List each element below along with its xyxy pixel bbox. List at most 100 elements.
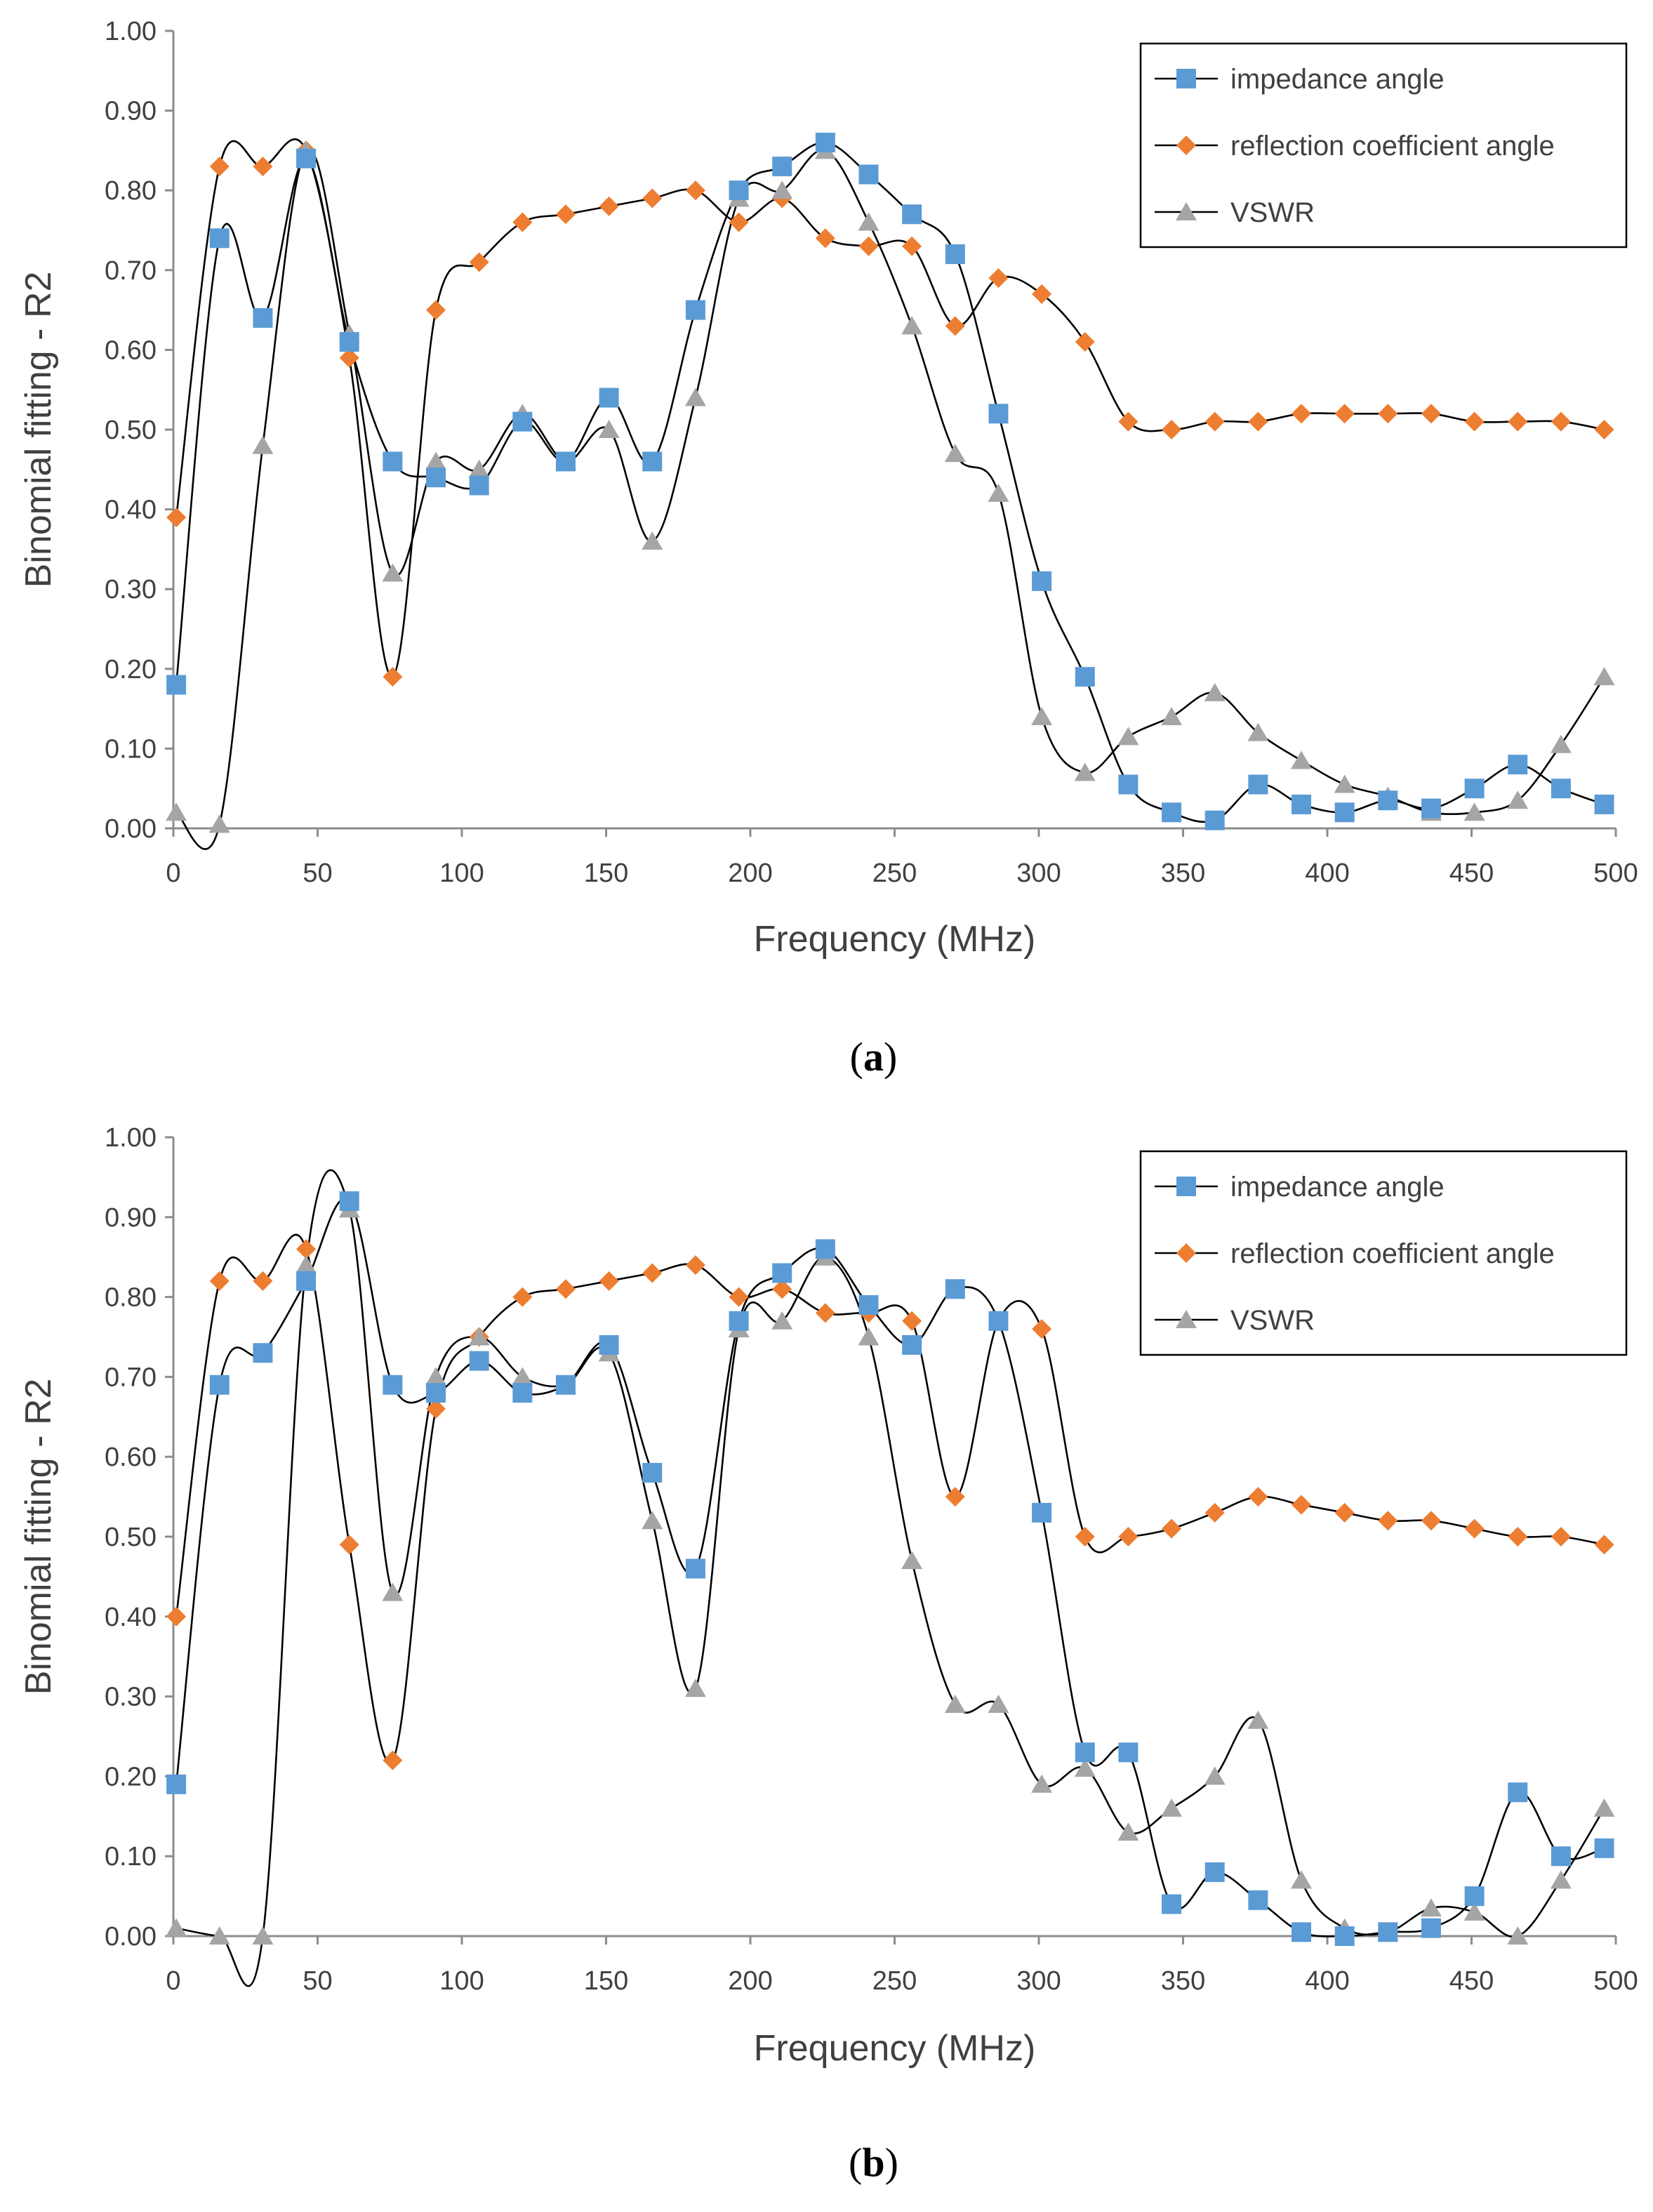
data-point <box>772 1263 792 1283</box>
legend-marker <box>1176 1177 1196 1196</box>
x-tick-label: 300 <box>1016 859 1061 888</box>
x-tick-label: 50 <box>303 1966 332 1996</box>
data-point <box>469 252 489 272</box>
data-point <box>1032 1319 1052 1339</box>
data-point <box>902 236 922 256</box>
legend-marker <box>1176 1243 1196 1263</box>
data-point <box>512 411 533 432</box>
data-point <box>1075 667 1095 687</box>
data-point <box>1247 1710 1269 1729</box>
data-point <box>988 483 1009 502</box>
panel-caption: (b) <box>849 2140 898 2185</box>
data-point <box>1291 750 1313 769</box>
y-tick-label: 0.40 <box>105 1603 157 1632</box>
x-tick-label: 350 <box>1161 1966 1205 1996</box>
data-point <box>1508 1527 1528 1547</box>
data-point <box>729 1287 749 1307</box>
data-point <box>1463 1902 1485 1921</box>
data-point <box>208 1926 230 1945</box>
data-point <box>902 1311 922 1331</box>
x-tick-label: 150 <box>584 1966 628 1996</box>
chart-panel-a: 0.00 0.10 0.20 0.30 0.40 0.50 0.60 0.70 0.80 0.90… <box>18 17 1638 1080</box>
data-point <box>815 1303 835 1323</box>
data-point <box>166 1774 187 1794</box>
data-point <box>1550 1870 1572 1889</box>
data-point <box>944 444 966 463</box>
data-point <box>1118 1527 1138 1547</box>
data-point <box>1421 1918 1441 1938</box>
legend-box <box>1139 1150 1628 1356</box>
data-point <box>642 1511 663 1530</box>
data-point <box>772 1279 792 1299</box>
data-point <box>1248 1487 1268 1507</box>
legend-box <box>1139 42 1628 249</box>
data-point <box>1594 794 1614 814</box>
data-point <box>1292 1495 1312 1515</box>
x-tick-label: 450 <box>1449 859 1494 888</box>
data-point <box>1032 1502 1052 1523</box>
data-point <box>1464 1518 1485 1539</box>
data-point <box>296 148 317 168</box>
data-point <box>209 1271 230 1291</box>
data-point <box>599 196 619 216</box>
y-tick-label: 0.80 <box>105 176 157 206</box>
data-point <box>166 802 187 821</box>
data-point <box>166 1606 187 1627</box>
data-point <box>1074 1759 1096 1777</box>
legend: impedance angle reflection coefficient an… <box>1139 42 1628 249</box>
data-point <box>555 451 576 472</box>
data-point <box>1248 411 1268 432</box>
data-point <box>1162 420 1182 439</box>
data-point <box>815 133 835 153</box>
data-point <box>1032 284 1052 304</box>
data-point <box>1463 802 1485 821</box>
data-point <box>253 1271 273 1291</box>
data-point <box>253 307 273 328</box>
data-point <box>1334 404 1355 424</box>
data-point <box>1118 411 1138 432</box>
data-point <box>208 814 230 833</box>
data-point <box>1162 1894 1182 1914</box>
data-point <box>555 204 576 225</box>
data-point <box>1508 755 1528 775</box>
data-point <box>468 1327 490 1346</box>
data-point <box>166 675 187 695</box>
data-point <box>945 316 965 336</box>
data-point <box>1074 762 1096 781</box>
y-tick-label: 0.80 <box>105 1283 157 1313</box>
y-tick-label: 1.00 <box>105 1123 157 1153</box>
data-point <box>1593 667 1615 686</box>
data-point <box>1464 411 1485 432</box>
data-point <box>902 204 922 225</box>
panel-label: b <box>862 2140 884 2185</box>
data-point <box>1464 779 1485 799</box>
data-point <box>1292 1922 1312 1942</box>
y-tick-label: 0.60 <box>105 1443 157 1472</box>
data-point <box>426 1398 446 1419</box>
data-point <box>555 1375 576 1395</box>
data-point <box>729 180 749 201</box>
data-point <box>1550 734 1572 753</box>
data-point <box>1204 411 1225 432</box>
data-point <box>1117 727 1139 746</box>
series-markers <box>166 1191 1615 1946</box>
data-point <box>858 164 879 185</box>
y-tick-label: 0.70 <box>105 1363 157 1392</box>
data-point <box>1118 1742 1138 1763</box>
data-point <box>1420 1898 1442 1917</box>
y-axis-title: Binomial fitting - R2 <box>18 272 59 588</box>
data-point <box>426 468 446 488</box>
data-point <box>1464 1886 1485 1907</box>
panel-caption: (a) <box>850 1034 898 1080</box>
data-point <box>1378 404 1398 424</box>
data-point <box>1162 1518 1182 1539</box>
data-point <box>1075 1742 1095 1763</box>
data-point <box>1031 706 1053 725</box>
data-point <box>901 316 923 335</box>
data-point <box>252 1926 274 1945</box>
x-axis-title: Frequency (MHz) <box>754 919 1036 960</box>
x-tick-label: 300 <box>1016 1966 1061 1996</box>
data-point <box>642 531 663 550</box>
data-point <box>339 1535 359 1555</box>
x-tick-label: 150 <box>584 859 628 888</box>
